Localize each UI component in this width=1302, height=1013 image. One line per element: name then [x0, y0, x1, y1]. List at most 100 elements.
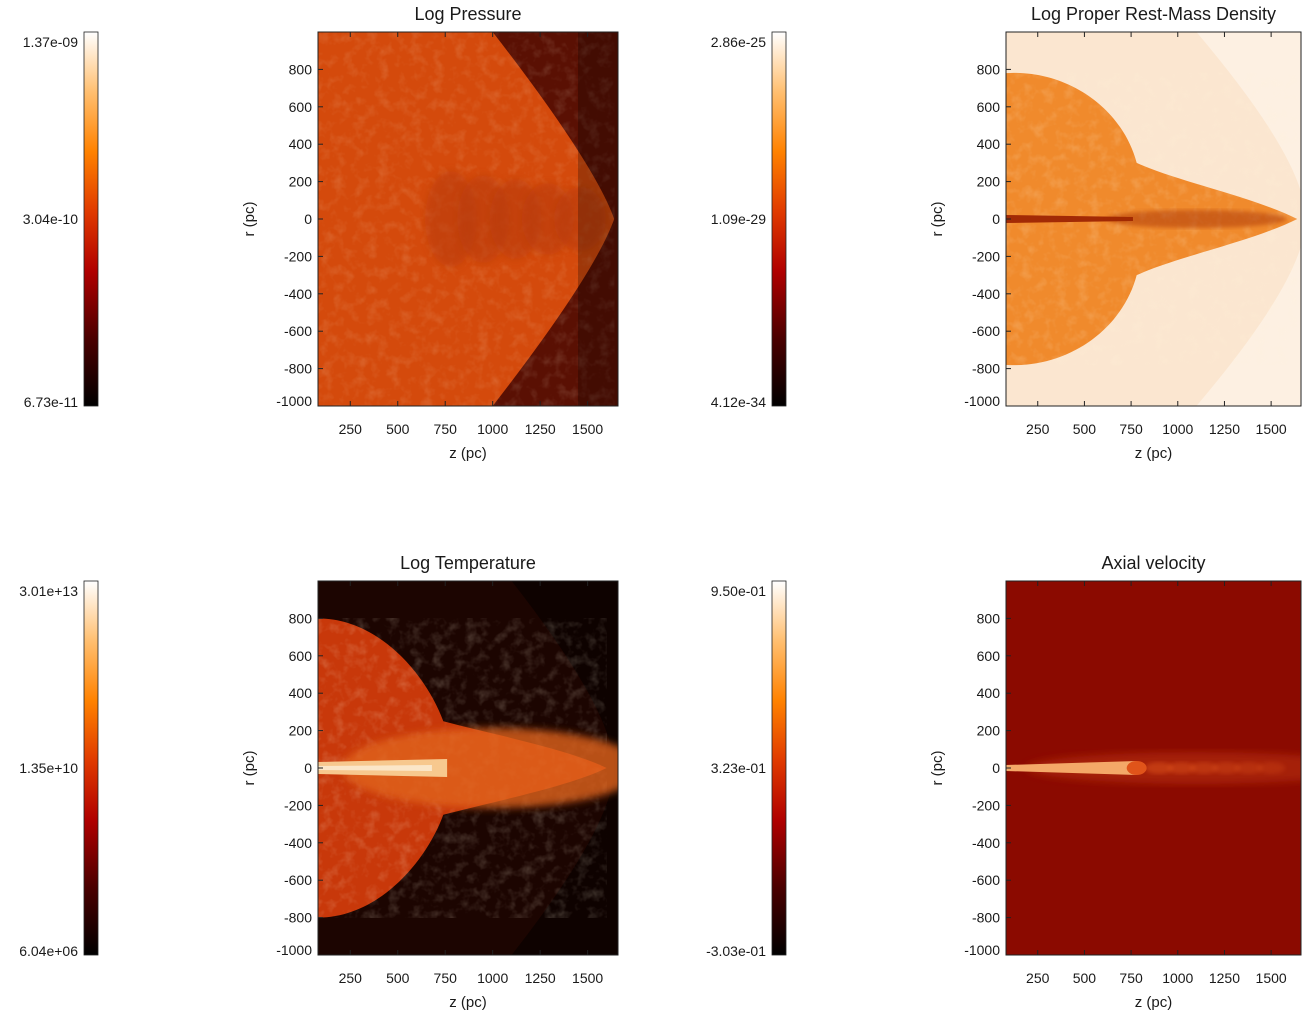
heatmap-image	[1006, 581, 1301, 955]
colorbar-tick-label: 1.37e-09	[23, 34, 78, 50]
jet-spine-diffuse	[1106, 210, 1287, 228]
y-tick-label: 800	[977, 61, 1001, 77]
velocity-knot	[1189, 762, 1218, 774]
chart-title: Log Temperature	[400, 553, 536, 573]
x-tick-label: 500	[386, 421, 410, 437]
y-tick-label: -400	[284, 835, 312, 851]
y-tick-label: 800	[977, 610, 1001, 626]
chart-title: Log Pressure	[414, 4, 521, 24]
x-tick-label: 1500	[572, 421, 603, 437]
x-tick-label: 1250	[525, 421, 556, 437]
y-tick-label: -600	[972, 872, 1000, 888]
y-tick-label: 200	[289, 174, 313, 190]
colorbar-tick-label: 9.50e-01	[711, 583, 766, 599]
colorbar-tick-label: 3.01e+13	[19, 583, 78, 599]
y-axis-label: r (pc)	[929, 751, 946, 786]
y-tick-label: 400	[977, 685, 1001, 701]
chart-panel-4: 9.50e-01 3.23e-01 -3.03e-01 250 500 750 1000 12…	[706, 553, 1302, 1011]
velocity-knot	[1145, 762, 1174, 774]
x-axis-label: z (pc)	[449, 445, 487, 462]
x-axis-label: z (pc)	[1135, 994, 1173, 1011]
x-tick-label: 750	[1119, 421, 1143, 437]
hot-backflow	[342, 728, 618, 808]
colorbar	[83, 580, 99, 956]
colorbar-tick-label: 6.73e-11	[24, 394, 78, 410]
chart-panel-1: 1.37e-09 3.04e-10 6.73e-11 250 500 750 1000 125…	[23, 4, 619, 462]
x-tick-label: 750	[1119, 970, 1143, 986]
colorbar-tick-label: 4.12e-34	[711, 394, 766, 410]
x-tick-label: 750	[434, 421, 458, 437]
heatmap-image	[318, 581, 618, 955]
x-tick-label: 1000	[1162, 421, 1193, 437]
y-tick-label: 200	[977, 174, 1001, 190]
y-tick-label: 600	[289, 648, 313, 664]
y-tick-label: 600	[977, 99, 1001, 115]
x-tick-label: 1250	[525, 970, 556, 986]
velocity-knot	[1234, 762, 1263, 774]
y-tick-label: 400	[289, 685, 313, 701]
y-tick-label: -400	[972, 286, 1000, 302]
chart-panel-2: 2.86e-25 1.09e-29 4.12e-34 250 500 750 1000 125…	[711, 4, 1302, 462]
colorbar-tick-label: 3.23e-01	[711, 760, 766, 776]
x-axis-label: z (pc)	[1135, 445, 1173, 462]
y-tick-label: 400	[289, 136, 313, 152]
y-tick-label: 600	[977, 648, 1001, 664]
y-tick-label: -600	[972, 323, 1000, 339]
y-tick-label: 0	[992, 760, 1000, 776]
colorbar-tick-label: 6.04e+06	[19, 943, 78, 959]
y-tick-label: -400	[972, 835, 1000, 851]
x-axis-label: z (pc)	[449, 994, 487, 1011]
heatmap-image	[318, 32, 618, 406]
jet-beam	[1006, 761, 1137, 775]
colorbar-tick-label: -3.03e-01	[706, 943, 766, 959]
y-tick-label: 0	[304, 760, 312, 776]
x-tick-label: 250	[339, 421, 363, 437]
y-tick-label: -200	[972, 248, 1000, 264]
y-tick-label: 400	[977, 136, 1001, 152]
x-tick-label: 1250	[1209, 421, 1240, 437]
y-tick-label: -800	[972, 910, 1000, 926]
x-tick-label: 1500	[1256, 970, 1287, 986]
heatmap-image	[1006, 32, 1301, 406]
x-tick-label: 1000	[1162, 970, 1193, 986]
colorbar-tick-label: 1.35e+10	[19, 760, 78, 776]
jet-head	[1126, 761, 1147, 775]
chart-panel-3: 3.01e+13 1.35e+10 6.04e+06 250 500 750 1000 125…	[19, 553, 619, 1011]
x-tick-label: 1000	[477, 970, 508, 986]
edge-shade	[578, 32, 618, 406]
y-tick-label: 800	[289, 610, 313, 626]
x-tick-label: 1000	[477, 421, 508, 437]
velocity-knot	[1167, 762, 1196, 774]
y-tick-label: -800	[972, 361, 1000, 377]
colorbar-tick-label: 3.04e-10	[23, 211, 78, 227]
y-tick-label: -200	[284, 797, 312, 813]
y-tick-label: -200	[972, 797, 1000, 813]
pressure-knot	[554, 187, 607, 251]
x-tick-label: 1250	[1209, 970, 1240, 986]
velocity-knot	[1257, 762, 1286, 774]
y-tick-label: -800	[284, 361, 312, 377]
y-axis-label: r (pc)	[241, 202, 258, 237]
chart-title: Log Proper Rest-Mass Density	[1031, 4, 1276, 24]
jet-core	[318, 765, 432, 771]
y-tick-label: 200	[977, 723, 1001, 739]
y-axis-label: r (pc)	[241, 751, 258, 786]
y-tick-label: 0	[992, 211, 1000, 227]
colorbar	[771, 31, 787, 407]
y-tick-label: 0	[304, 211, 312, 227]
y-tick-label: 200	[289, 723, 313, 739]
x-tick-label: 500	[1073, 970, 1097, 986]
y-tick-label: -200	[284, 248, 312, 264]
y-tick-label: -1000	[276, 942, 312, 958]
x-tick-label: 500	[1073, 421, 1097, 437]
x-tick-label: 1500	[572, 970, 603, 986]
x-tick-label: 250	[1026, 421, 1050, 437]
chart-title: Axial velocity	[1101, 553, 1205, 573]
x-tick-label: 250	[1026, 970, 1050, 986]
colorbar	[771, 580, 787, 956]
y-tick-label: -400	[284, 286, 312, 302]
y-axis-label: r (pc)	[929, 202, 946, 237]
x-tick-label: 500	[386, 970, 410, 986]
jet-spine	[1006, 215, 1133, 223]
